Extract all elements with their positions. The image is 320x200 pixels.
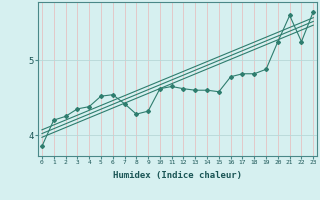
X-axis label: Humidex (Indice chaleur): Humidex (Indice chaleur) (113, 171, 242, 180)
